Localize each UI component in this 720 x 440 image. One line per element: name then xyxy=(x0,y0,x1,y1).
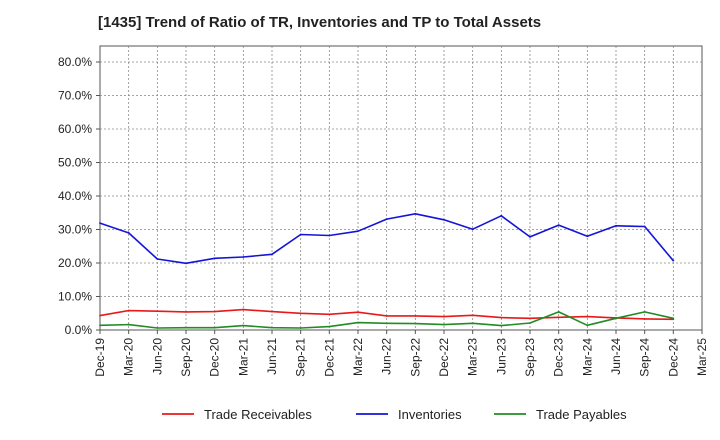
x-tick-label: Mar-24 xyxy=(580,338,594,376)
data-point xyxy=(271,253,273,256)
x-tick-label: Mar-23 xyxy=(466,338,480,376)
data-point xyxy=(529,322,531,324)
data-point xyxy=(643,225,646,228)
data-point xyxy=(586,235,589,238)
data-point xyxy=(557,311,560,313)
x-tick-label: Jun-24 xyxy=(609,338,623,375)
data-point xyxy=(99,324,101,327)
y-tick-label: 30.0% xyxy=(58,223,92,237)
data-point xyxy=(99,222,101,225)
data-point xyxy=(185,326,187,329)
data-point xyxy=(557,224,560,227)
data-point xyxy=(385,322,388,325)
data-point xyxy=(242,256,245,258)
x-tick-label: Sep-23 xyxy=(523,338,537,377)
data-point xyxy=(156,310,159,313)
legend-label: Inventories xyxy=(398,407,462,422)
y-tick-label: 40.0% xyxy=(58,189,92,203)
data-point xyxy=(615,224,617,227)
data-point xyxy=(385,315,388,317)
x-tick-label: Dec-19 xyxy=(93,338,107,377)
data-point xyxy=(357,321,359,324)
x-tick-label: Jun-22 xyxy=(380,338,394,375)
data-point xyxy=(471,228,474,231)
data-point xyxy=(443,315,445,318)
data-point xyxy=(242,308,245,311)
data-point xyxy=(127,309,130,312)
x-tick-label: Sep-21 xyxy=(294,338,308,377)
data-point xyxy=(127,231,130,234)
data-point xyxy=(414,315,417,317)
x-tick-label: Dec-20 xyxy=(208,338,222,377)
data-point xyxy=(328,325,331,328)
x-tick-label: Mar-25 xyxy=(695,338,709,376)
x-tick-label: Dec-23 xyxy=(552,338,566,377)
data-point xyxy=(471,314,474,317)
data-point xyxy=(271,310,273,313)
y-tick-label: 50.0% xyxy=(58,156,92,170)
legend-label: Trade Payables xyxy=(536,407,627,422)
data-point xyxy=(213,326,216,329)
y-tick-label: 20.0% xyxy=(58,256,92,270)
data-point xyxy=(328,313,331,316)
x-tick-label: Sep-22 xyxy=(408,338,422,377)
data-point xyxy=(643,318,646,320)
x-tick-label: Jun-23 xyxy=(494,338,508,375)
data-point xyxy=(328,234,331,237)
data-point xyxy=(643,311,646,313)
y-tick-label: 60.0% xyxy=(58,122,92,136)
data-point xyxy=(156,327,159,329)
data-point xyxy=(299,312,302,315)
data-point xyxy=(213,310,216,313)
data-point xyxy=(299,233,302,236)
data-point xyxy=(414,322,417,325)
y-tick-label: 70.0% xyxy=(58,89,92,103)
data-point xyxy=(385,218,388,221)
data-point xyxy=(557,316,560,319)
data-point xyxy=(615,317,617,320)
chart-title: [1435] Trend of Ratio of TR, Inventories… xyxy=(98,14,542,31)
x-tick-label: Jun-21 xyxy=(265,338,279,375)
x-tick-label: Dec-22 xyxy=(437,338,451,377)
y-tick-label: 10.0% xyxy=(58,290,92,304)
data-point xyxy=(271,326,273,329)
data-point xyxy=(500,324,503,327)
data-point xyxy=(672,259,675,262)
x-tick-label: Dec-21 xyxy=(322,338,336,377)
x-tick-label: Jun-20 xyxy=(150,338,164,375)
x-tick-label: Dec-24 xyxy=(666,338,680,377)
data-point xyxy=(443,218,445,221)
data-point xyxy=(414,212,417,215)
y-tick-label: 80.0% xyxy=(58,55,92,69)
data-point xyxy=(156,258,159,260)
data-point xyxy=(672,317,675,320)
data-point xyxy=(586,324,589,327)
x-tick-label: Sep-24 xyxy=(638,338,652,377)
x-tick-label: Mar-20 xyxy=(122,338,136,376)
data-point xyxy=(127,323,130,326)
data-point xyxy=(586,315,589,318)
data-point xyxy=(185,262,187,265)
legend-label: Trade Receivables xyxy=(204,407,312,422)
data-point xyxy=(357,311,359,314)
data-point xyxy=(299,327,302,329)
data-point xyxy=(471,322,474,325)
data-point xyxy=(443,323,445,326)
data-point xyxy=(99,314,101,317)
y-tick-label: 0.0% xyxy=(65,323,93,337)
x-tick-label: Mar-22 xyxy=(351,338,365,376)
plot-frame xyxy=(99,45,703,331)
data-point xyxy=(357,230,359,233)
x-tick-label: Sep-20 xyxy=(179,338,193,377)
data-point xyxy=(500,316,503,319)
data-point xyxy=(529,317,531,320)
x-tick-label: Mar-21 xyxy=(236,338,250,376)
data-point xyxy=(213,257,216,260)
data-point xyxy=(242,324,245,327)
data-point xyxy=(500,214,503,217)
data-point xyxy=(529,235,531,238)
data-point xyxy=(185,311,187,313)
